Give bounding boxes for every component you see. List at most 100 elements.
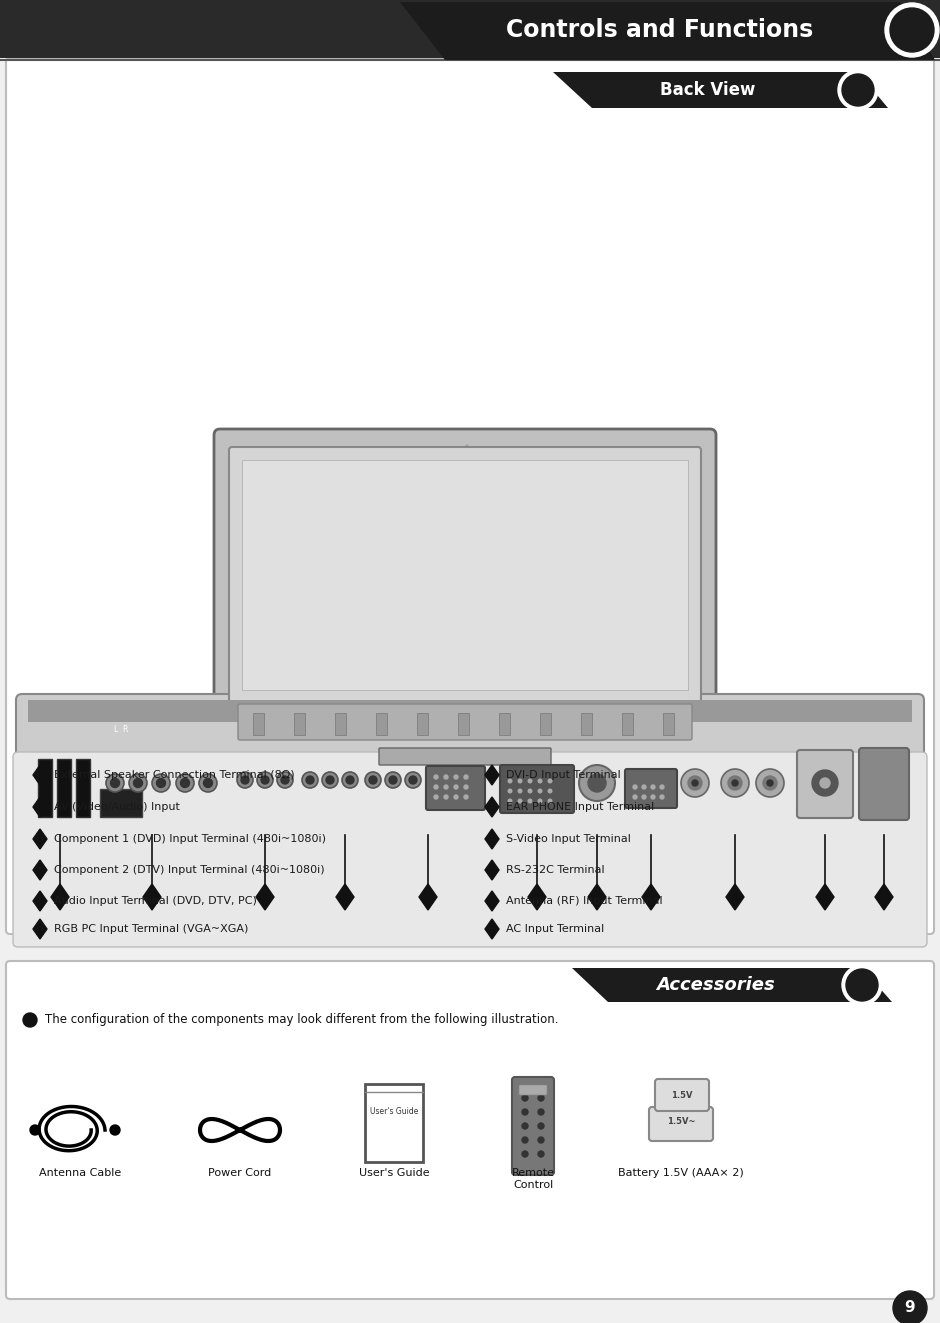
Circle shape xyxy=(444,795,448,799)
Circle shape xyxy=(434,785,438,789)
Circle shape xyxy=(23,1013,37,1027)
Text: Audio Input Terminal (DVD, DTV, PC): Audio Input Terminal (DVD, DTV, PC) xyxy=(54,896,257,906)
Text: Back View: Back View xyxy=(660,81,756,99)
Circle shape xyxy=(812,770,838,796)
Circle shape xyxy=(763,777,777,790)
Circle shape xyxy=(518,790,522,792)
Circle shape xyxy=(509,790,511,792)
Circle shape xyxy=(156,778,165,787)
Circle shape xyxy=(660,795,664,799)
Circle shape xyxy=(464,775,468,779)
FancyBboxPatch shape xyxy=(499,713,510,736)
Polygon shape xyxy=(875,884,893,910)
Circle shape xyxy=(454,795,458,799)
FancyBboxPatch shape xyxy=(294,713,305,736)
Circle shape xyxy=(129,774,147,792)
Polygon shape xyxy=(485,796,499,818)
Circle shape xyxy=(893,1291,927,1323)
Circle shape xyxy=(732,781,738,786)
Polygon shape xyxy=(33,890,47,912)
Circle shape xyxy=(528,799,532,803)
Circle shape xyxy=(721,769,749,796)
Polygon shape xyxy=(51,884,69,910)
FancyBboxPatch shape xyxy=(253,713,264,736)
Circle shape xyxy=(633,785,637,789)
Circle shape xyxy=(838,70,878,110)
Circle shape xyxy=(820,778,830,789)
Circle shape xyxy=(257,773,273,789)
Circle shape xyxy=(660,785,664,789)
Circle shape xyxy=(548,799,552,803)
FancyBboxPatch shape xyxy=(100,789,142,818)
Circle shape xyxy=(444,775,448,779)
FancyBboxPatch shape xyxy=(859,747,909,820)
FancyBboxPatch shape xyxy=(519,1085,547,1095)
Circle shape xyxy=(548,790,552,792)
Circle shape xyxy=(538,1136,544,1143)
FancyBboxPatch shape xyxy=(622,713,633,736)
Text: EAR PHONE Input Terminal: EAR PHONE Input Terminal xyxy=(506,802,654,812)
Circle shape xyxy=(385,773,401,789)
Polygon shape xyxy=(485,830,499,849)
Polygon shape xyxy=(553,71,888,108)
Circle shape xyxy=(522,1123,528,1129)
Polygon shape xyxy=(33,860,47,880)
Circle shape xyxy=(538,1151,544,1158)
Polygon shape xyxy=(33,796,47,818)
Circle shape xyxy=(588,774,606,792)
Circle shape xyxy=(548,779,552,783)
FancyBboxPatch shape xyxy=(379,747,551,765)
Circle shape xyxy=(767,781,773,786)
Text: Antenna Cable: Antenna Cable xyxy=(39,1168,121,1177)
Circle shape xyxy=(522,1136,528,1143)
Polygon shape xyxy=(485,860,499,880)
Circle shape xyxy=(322,773,338,789)
Text: Remote
Control: Remote Control xyxy=(511,1168,555,1189)
Text: User's Guide: User's Guide xyxy=(369,1107,418,1117)
FancyBboxPatch shape xyxy=(512,1077,554,1175)
FancyBboxPatch shape xyxy=(57,759,71,818)
Text: AV (Video/Audio) Input: AV (Video/Audio) Input xyxy=(54,802,180,812)
Circle shape xyxy=(302,773,318,789)
Circle shape xyxy=(842,74,874,106)
Circle shape xyxy=(522,1095,528,1101)
Circle shape xyxy=(842,964,882,1005)
Text: Accessories: Accessories xyxy=(657,976,776,994)
Polygon shape xyxy=(572,968,892,1002)
Text: User's Guide: User's Guide xyxy=(359,1168,430,1177)
Circle shape xyxy=(176,774,194,792)
Circle shape xyxy=(651,785,655,789)
FancyBboxPatch shape xyxy=(376,713,387,736)
Circle shape xyxy=(518,779,522,783)
FancyBboxPatch shape xyxy=(417,713,428,736)
Text: S-Video Input Terminal: S-Video Input Terminal xyxy=(506,833,631,844)
Circle shape xyxy=(110,1125,120,1135)
Circle shape xyxy=(454,775,458,779)
Text: DVI-D Input Terminal: DVI-D Input Terminal xyxy=(506,770,620,781)
Circle shape xyxy=(538,1123,544,1129)
Circle shape xyxy=(528,790,532,792)
Circle shape xyxy=(633,795,637,799)
Circle shape xyxy=(133,778,143,787)
FancyBboxPatch shape xyxy=(0,0,940,58)
Circle shape xyxy=(180,778,190,787)
Polygon shape xyxy=(143,884,161,910)
Circle shape xyxy=(454,785,458,789)
Text: RGB PC Input Terminal (VGA~XGA): RGB PC Input Terminal (VGA~XGA) xyxy=(54,923,248,934)
FancyBboxPatch shape xyxy=(365,1084,423,1162)
FancyBboxPatch shape xyxy=(242,460,688,691)
Circle shape xyxy=(756,769,784,796)
Text: AC Input Terminal: AC Input Terminal xyxy=(506,923,604,934)
Text: Power Cord: Power Cord xyxy=(209,1168,272,1177)
Circle shape xyxy=(111,778,119,787)
Circle shape xyxy=(464,785,468,789)
FancyBboxPatch shape xyxy=(6,960,934,1299)
Circle shape xyxy=(509,799,511,803)
Text: External Speaker Connection Terminal (8Ω): External Speaker Connection Terminal (8Ω… xyxy=(54,770,294,781)
Circle shape xyxy=(106,774,124,792)
Circle shape xyxy=(241,777,249,785)
Circle shape xyxy=(281,777,289,785)
Polygon shape xyxy=(726,884,744,910)
FancyBboxPatch shape xyxy=(238,704,692,740)
Circle shape xyxy=(538,1095,544,1101)
